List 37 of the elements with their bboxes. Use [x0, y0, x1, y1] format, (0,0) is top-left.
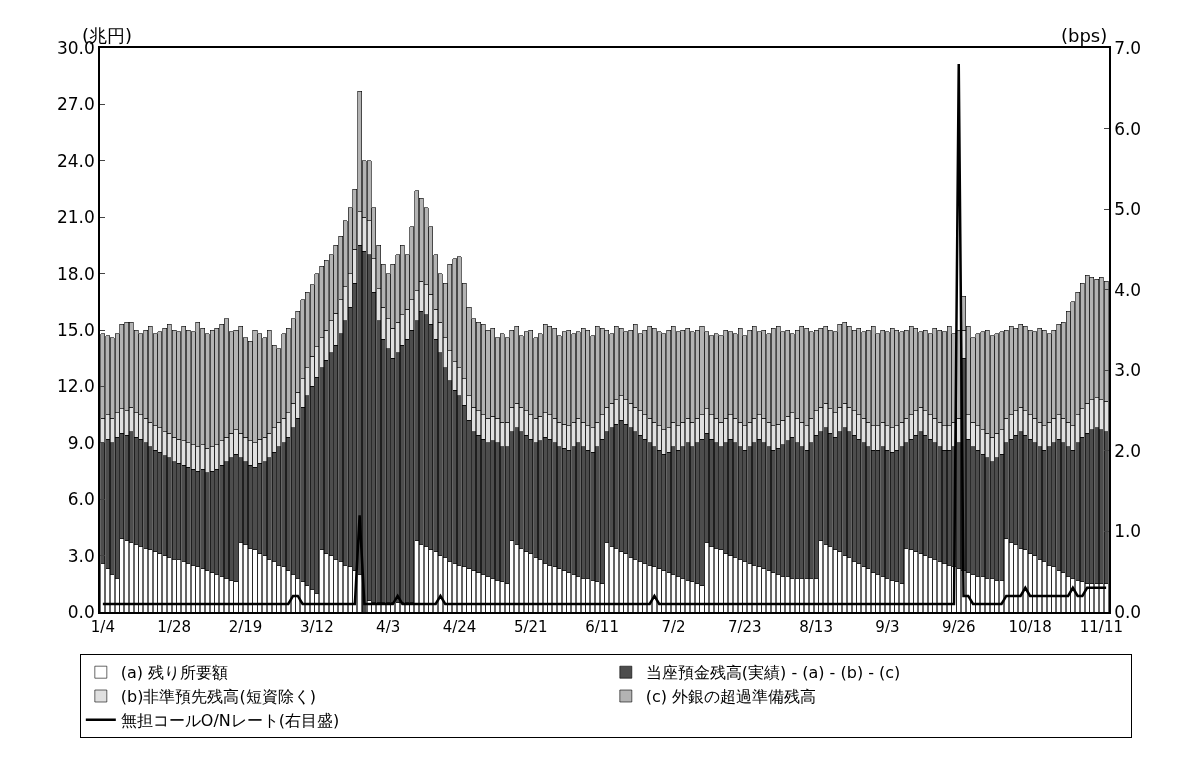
- x-tick-label: 9/26: [941, 617, 976, 636]
- y-tick-label: 24.0: [56, 150, 95, 171]
- x-tick-label: 10/18: [1008, 617, 1052, 636]
- x-tick-label: 11/11: [1079, 617, 1124, 636]
- x-tick-label: 7/2: [661, 617, 686, 636]
- x-tick-label: 3/12: [299, 617, 334, 636]
- legend-label: (b)非準預先残高(短資除く): [120, 687, 316, 707]
- y2-axis-title: (bps): [1061, 25, 1108, 46]
- legend-label: (c) 外銀の超過準備残高: [645, 687, 817, 707]
- y2-tick-label: 2.0: [1114, 440, 1142, 461]
- y-tick-label: 21.0: [56, 207, 95, 228]
- y-tick-label: 3.0: [67, 545, 95, 566]
- y2-tick-label: 1.0: [1114, 521, 1142, 542]
- x-tick-label: 4/24: [442, 617, 477, 636]
- y-tick-label: 18.0: [56, 263, 95, 284]
- x-tick-label: 4/3: [376, 617, 401, 636]
- x-tick-label: 9/3: [875, 617, 900, 636]
- y-tick-label: 9.0: [67, 432, 95, 453]
- y-tick-label: 6.0: [67, 489, 95, 510]
- x-tick-label: 1/28: [157, 617, 192, 636]
- legend-label: 無担コールO/Nレート(右目盛): [120, 711, 340, 731]
- y2-tick-label: 7.0: [1114, 37, 1142, 58]
- y2-tick-label: 5.0: [1114, 199, 1142, 220]
- x-tick-label: 2/19: [228, 617, 263, 636]
- x-tick-label: 8/13: [799, 617, 833, 636]
- y-tick-label: 27.0: [56, 94, 95, 115]
- x-tick-label: 6/11: [585, 617, 619, 636]
- y-tick-label: 12.0: [56, 376, 95, 397]
- x-tick-label: 5/21: [513, 617, 548, 636]
- y2-tick-label: 6.0: [1114, 118, 1142, 139]
- y2-tick-label: 4.0: [1114, 279, 1142, 300]
- y2-tick-label: 3.0: [1114, 360, 1142, 381]
- legend-label: 当座預金残高(実績) - (a) - (b) - (c): [645, 663, 901, 683]
- y-tick-label: 15.0: [56, 319, 95, 340]
- legend-label: (a) 残り所要額: [120, 663, 229, 683]
- x-tick-label: 1/4: [90, 617, 115, 636]
- x-tick-label: 7/23: [727, 617, 762, 636]
